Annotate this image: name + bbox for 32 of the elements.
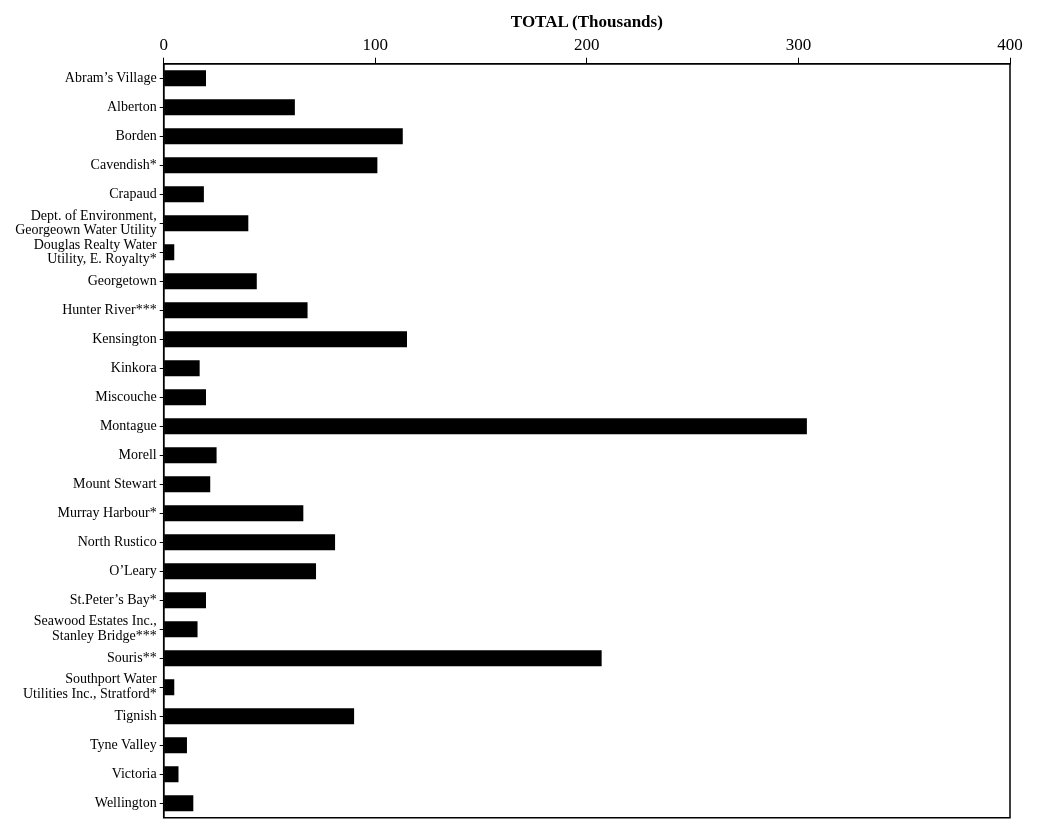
y-tick-label: Victoria: [111, 765, 158, 781]
y-tick-label: Cavendish*: [90, 156, 157, 172]
y-tick-label: Southport Water Utilities Inc., Stratford*: [22, 671, 158, 702]
x-tick-label: 200: [574, 35, 600, 55]
y-tick-label: Borden: [115, 127, 157, 143]
x-tick-label: 0: [159, 35, 168, 55]
y-tick-label: Dept. of Environment, Georgeown Water Utility: [15, 207, 157, 238]
x-tick-label: 300: [785, 35, 812, 55]
x-tick-label: 400: [997, 35, 1023, 55]
y-tick-label: Kensington: [92, 330, 157, 346]
y-tick-label: Crapaud: [109, 185, 157, 201]
y-tick-label: Morell: [118, 446, 157, 462]
y-tick-label: Hunter River***: [62, 301, 157, 317]
y-tick-label: Tyne Valley: [89, 736, 157, 752]
y-tick-label: Murray Harbour*: [57, 504, 157, 520]
y-tick-label: O’Leary: [109, 562, 157, 578]
y-tick-label: Douglas Realty Water Utility, E. Royalty*: [33, 236, 158, 267]
y-tick-label: Mount Stewart: [73, 475, 157, 491]
y-tick-label: Abram’s Village: [64, 69, 157, 85]
y-tick-label: North Rustico: [77, 533, 157, 549]
y-tick-label: Souris**: [106, 649, 157, 665]
y-tick-label: Alberton: [106, 98, 157, 114]
x-tick-label: 100: [362, 35, 389, 55]
y-tick-label: St.Peter’s Bay*: [69, 591, 157, 607]
y-tick-label: Seawood Estates Inc., Stanley Bridge***: [33, 613, 157, 644]
y-tick-label: Tignish: [114, 707, 157, 723]
y-tick-label: Georgetown: [87, 272, 157, 288]
y-tick-label: Montague: [99, 417, 157, 433]
y-tick-label: Wellington: [94, 794, 157, 810]
y-tick-label: Miscouche: [95, 388, 157, 404]
y-tick-label: Kinkora: [110, 359, 158, 375]
x-axis-title: TOTAL (Thousands): [510, 12, 663, 32]
